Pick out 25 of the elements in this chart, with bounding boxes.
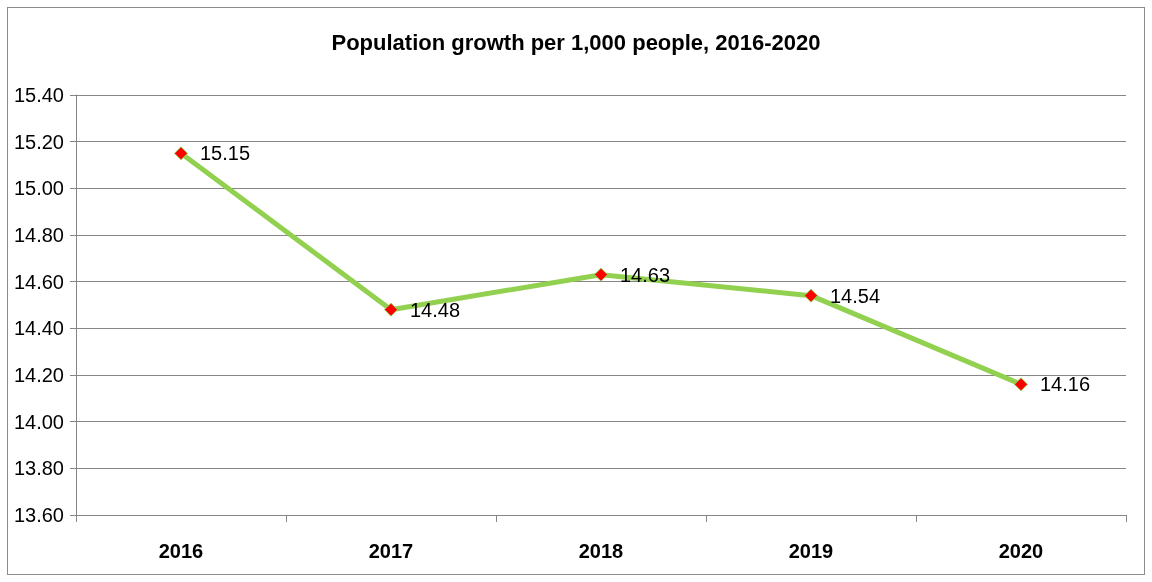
x-tick-label: 2018 (578, 540, 624, 562)
y-tick-label: 15.20 (13, 130, 64, 153)
x-tick-label: 2017 (368, 540, 414, 562)
y-tick-label: 14.20 (13, 364, 64, 386)
point (1014, 377, 1028, 392)
y-tick-label: 13.80 (13, 457, 64, 480)
y-tick-label: 14.80 (13, 224, 64, 246)
data-label: 14.54 (830, 284, 881, 307)
data-label: 14.48 (410, 298, 461, 321)
point (594, 267, 608, 282)
x-tick-label: 2020 (998, 540, 1044, 562)
y-tick-label: 14.00 (13, 410, 64, 433)
y-tick-label: 13.60 (13, 504, 64, 526)
y-tick-label: 15.00 (13, 177, 64, 200)
y-tick-label: 14.40 (13, 317, 64, 340)
x-tick-label: 2019 (788, 540, 834, 562)
y-tick-label: 15.40 (13, 84, 64, 106)
data-label: 14.16 (1040, 373, 1091, 396)
chart-title: Population growth per 1,000 people, 2016-2020 (331, 29, 821, 55)
data-label: 15.15 (200, 142, 251, 165)
point (384, 302, 398, 317)
point (804, 288, 818, 303)
y-tick-label: 14.60 (13, 270, 64, 293)
x-tick-label: 2016 (158, 540, 204, 562)
point (174, 146, 188, 161)
